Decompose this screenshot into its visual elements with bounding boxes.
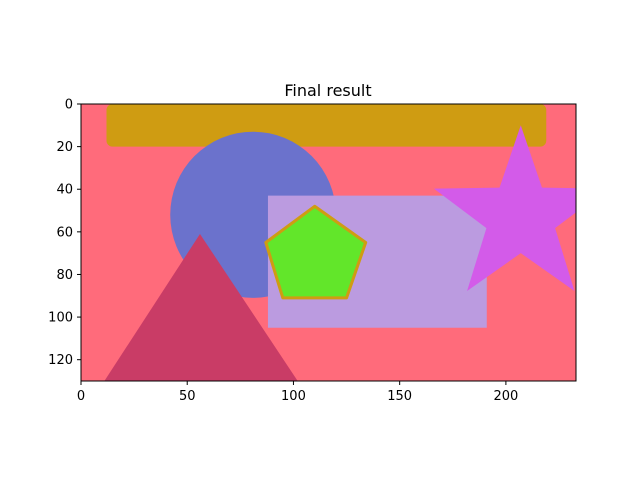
- y-tick-label: 120: [48, 353, 73, 368]
- x-tick-label: 50: [179, 389, 196, 404]
- y-axis: 0 20 40 60 80 100 120: [48, 98, 81, 368]
- y-tick-label: 80: [56, 268, 73, 283]
- x-tick-label: 150: [387, 389, 412, 404]
- gold-bar: [106, 104, 547, 147]
- crimson-triangle: [104, 233, 298, 381]
- axes-frame: [80, 103, 577, 382]
- y-tick-label: 100: [48, 311, 73, 326]
- magenta-star: [433, 125, 576, 292]
- y-tick-label: 60: [56, 225, 73, 240]
- y-tick-label: 20: [56, 140, 73, 155]
- y-tick-label: 0: [65, 98, 73, 113]
- image-plot: [81, 104, 576, 381]
- chart-title: Final result: [284, 81, 371, 100]
- x-tick-label: 100: [281, 389, 306, 404]
- x-axis: 0 50 100 150 200: [77, 381, 518, 404]
- x-tick-label: 200: [493, 389, 518, 404]
- x-tick-label: 0: [77, 389, 85, 404]
- green-pentagon: [264, 204, 368, 300]
- y-tick-label: 40: [56, 183, 73, 198]
